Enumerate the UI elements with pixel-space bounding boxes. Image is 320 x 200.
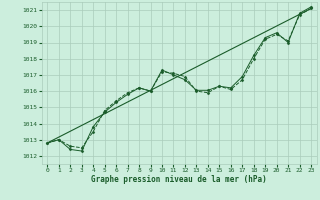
X-axis label: Graphe pression niveau de la mer (hPa): Graphe pression niveau de la mer (hPa) xyxy=(91,175,267,184)
